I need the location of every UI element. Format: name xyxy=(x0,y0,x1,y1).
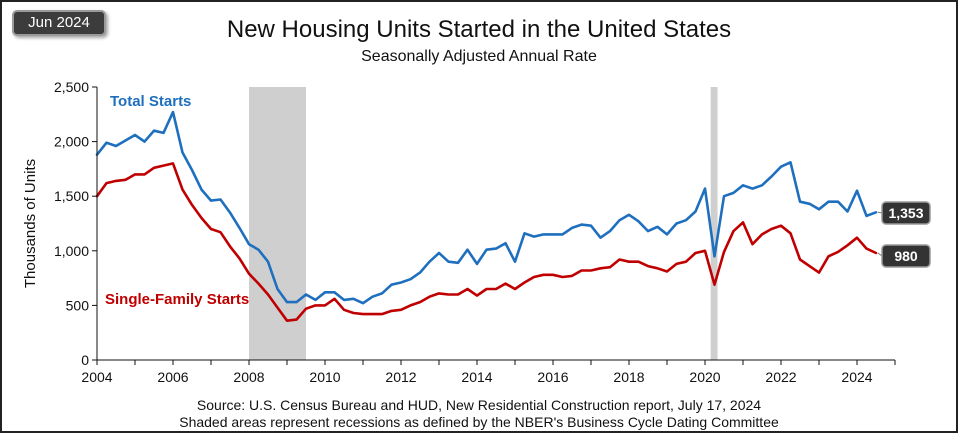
labels: Total Starts Single-Family Starts 1,353 980 xyxy=(105,93,931,308)
series-name-label: Single-Family Starts xyxy=(105,291,249,308)
series-name-label: Total Starts xyxy=(110,93,191,110)
x-tick-label: 2004 xyxy=(81,369,112,385)
x-tick-label: 2024 xyxy=(841,369,872,385)
chart-title: New Housing Units Started in the United … xyxy=(226,16,732,43)
series-line xyxy=(95,110,878,305)
end-value-badge xyxy=(881,244,931,268)
y-tick-label: 0 xyxy=(81,352,89,368)
series-line xyxy=(95,162,878,323)
y-tick-label: 500 xyxy=(66,297,90,313)
end-value-label: 1,353 xyxy=(888,205,923,221)
x-tick-label: 2020 xyxy=(689,369,720,385)
source-notes: Source: U.S. Census Bureau and HUD, New … xyxy=(2,397,956,431)
recession-note: Shaded areas represent recessions as def… xyxy=(179,414,779,430)
y-tick-label: 2,500 xyxy=(54,79,89,95)
date-badge: Jun 2024 xyxy=(12,10,106,36)
series-lines xyxy=(95,110,878,323)
axes: 0 500 1,000 1,500 2,000 2,500 2004 2006 2008 2010… xyxy=(22,79,896,385)
y-tick-label: 1,000 xyxy=(54,243,89,259)
source-line: Source: U.S. Census Bureau and HUD, New … xyxy=(196,397,762,413)
x-tick-label: 2016 xyxy=(537,369,568,385)
y-tick-label: 1,500 xyxy=(54,188,89,204)
recession-band xyxy=(710,87,718,360)
end-value-label: 980 xyxy=(894,248,918,264)
x-tick-label: 2012 xyxy=(385,369,416,385)
x-tick-label: 2008 xyxy=(233,369,264,385)
x-tick-label: 2022 xyxy=(765,369,796,385)
x-tick-label: 2018 xyxy=(613,369,644,385)
y-tick-label: 2,000 xyxy=(54,134,89,150)
y-axis-label: Thousands of Units xyxy=(22,159,39,288)
x-tick-label: 2014 xyxy=(461,369,492,385)
chart-subtitle: Seasonally Adjusted Annual Rate xyxy=(361,48,597,65)
recession-band xyxy=(249,87,306,360)
end-value-badge xyxy=(881,201,931,225)
x-tick-label: 2010 xyxy=(309,369,340,385)
recession-bands xyxy=(249,87,718,360)
x-tick-label: 2006 xyxy=(157,369,188,385)
